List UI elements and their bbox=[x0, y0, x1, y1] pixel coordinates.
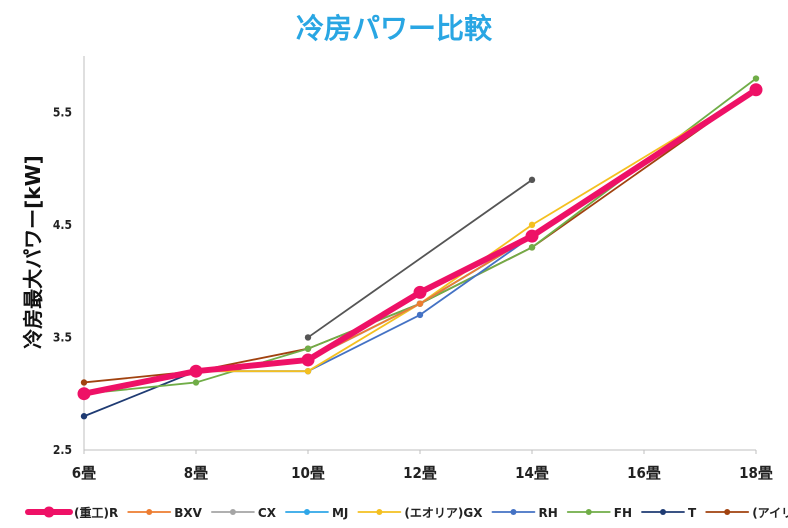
series-10 bbox=[304, 176, 536, 341]
data-point bbox=[416, 300, 424, 307]
legend-label: (エオリア)GX bbox=[404, 506, 483, 520]
data-point bbox=[304, 334, 312, 341]
chart-title: 冷房パワー比較 bbox=[296, 12, 493, 45]
series-line bbox=[83, 77, 757, 395]
x-tick-label: 10畳 bbox=[291, 464, 325, 482]
y-axis-label: 冷房最大パワー[kW] bbox=[21, 155, 45, 349]
legend-label: RH bbox=[538, 506, 557, 520]
legend-swatch-marker bbox=[660, 509, 666, 515]
legend-item: T bbox=[641, 506, 697, 520]
legend-swatch-marker bbox=[585, 509, 592, 515]
data-point bbox=[192, 379, 200, 386]
data-point bbox=[528, 221, 536, 229]
data-point bbox=[752, 75, 760, 82]
data-point bbox=[528, 176, 536, 184]
series-6 bbox=[80, 86, 760, 397]
legend-label: (アイリス)W bbox=[752, 506, 788, 520]
x-tick-label: 18畳 bbox=[739, 464, 773, 482]
x-tick-label: 6畳 bbox=[72, 464, 96, 482]
series-2 bbox=[80, 86, 760, 397]
series-line bbox=[81, 86, 759, 397]
legend-label: BXV bbox=[174, 506, 202, 520]
legend-item: FH bbox=[566, 506, 632, 520]
legend-swatch-marker bbox=[724, 509, 731, 515]
series-1 bbox=[77, 83, 763, 401]
data-point bbox=[77, 387, 91, 401]
x-tick-label: 8畳 bbox=[184, 464, 208, 482]
legend-label: FH bbox=[614, 506, 632, 520]
legend-label: T bbox=[688, 506, 697, 520]
legend-swatch-marker bbox=[303, 509, 310, 515]
series-line bbox=[83, 88, 757, 395]
series-line bbox=[83, 88, 757, 395]
data-point bbox=[80, 413, 88, 420]
data-point bbox=[525, 229, 539, 243]
legend-swatch-marker bbox=[43, 506, 55, 518]
legend-item: MJ bbox=[285, 506, 348, 520]
legend-item: (重工)R bbox=[25, 505, 118, 520]
series-group bbox=[77, 75, 763, 420]
series-line bbox=[83, 88, 757, 395]
data-point bbox=[413, 285, 427, 299]
legend-swatch-marker bbox=[510, 509, 517, 515]
legend-label: (重工)R bbox=[74, 505, 118, 520]
y-tick-label: 5.5 bbox=[53, 105, 72, 119]
series-3 bbox=[80, 86, 760, 397]
x-tick-label: 14畳 bbox=[515, 464, 549, 482]
series-7 bbox=[80, 75, 760, 397]
data-point bbox=[416, 311, 424, 319]
series-line bbox=[83, 88, 757, 395]
series-8 bbox=[80, 86, 760, 420]
series-4 bbox=[80, 86, 760, 397]
y-tick-label: 3.5 bbox=[53, 330, 72, 344]
legend-item: (アイリス)W bbox=[705, 506, 788, 520]
legend-swatch-marker bbox=[229, 509, 236, 515]
data-point bbox=[189, 364, 203, 378]
data-point bbox=[304, 345, 312, 352]
data-point bbox=[749, 83, 763, 97]
legend-item: RH bbox=[491, 506, 558, 520]
legend-item: CX bbox=[211, 506, 277, 520]
x-tick-label: 12畳 bbox=[403, 464, 437, 482]
legend-label: MJ bbox=[332, 506, 348, 520]
data-point bbox=[80, 379, 88, 386]
series-line bbox=[83, 88, 757, 384]
series-line bbox=[307, 178, 533, 339]
x-tick-label: 16畳 bbox=[627, 464, 661, 482]
y-tick-label: 4.5 bbox=[53, 218, 72, 232]
y-tick-label: 2.5 bbox=[53, 443, 72, 457]
data-point bbox=[304, 368, 312, 375]
data-point bbox=[528, 244, 536, 251]
chart-legend: (重工)R BXV CX MJ (エオリア)GX RH FH T (アイリス)W bbox=[25, 505, 788, 520]
series-9 bbox=[80, 86, 760, 386]
series-line bbox=[83, 88, 757, 418]
legend-item: (エオリア)GX bbox=[357, 506, 483, 520]
series-line bbox=[83, 88, 757, 395]
data-point bbox=[301, 353, 315, 367]
legend-swatch-marker bbox=[146, 509, 153, 515]
legend-item: BXV bbox=[127, 506, 203, 520]
legend-label: CX bbox=[258, 506, 277, 520]
series-5 bbox=[80, 86, 760, 397]
legend-swatch-marker bbox=[376, 509, 383, 515]
chart-axes: 2.5 3.5 4.5 5.5 6畳 8畳 10畳 12畳 14畳 16畳 18畳 bbox=[53, 56, 773, 482]
